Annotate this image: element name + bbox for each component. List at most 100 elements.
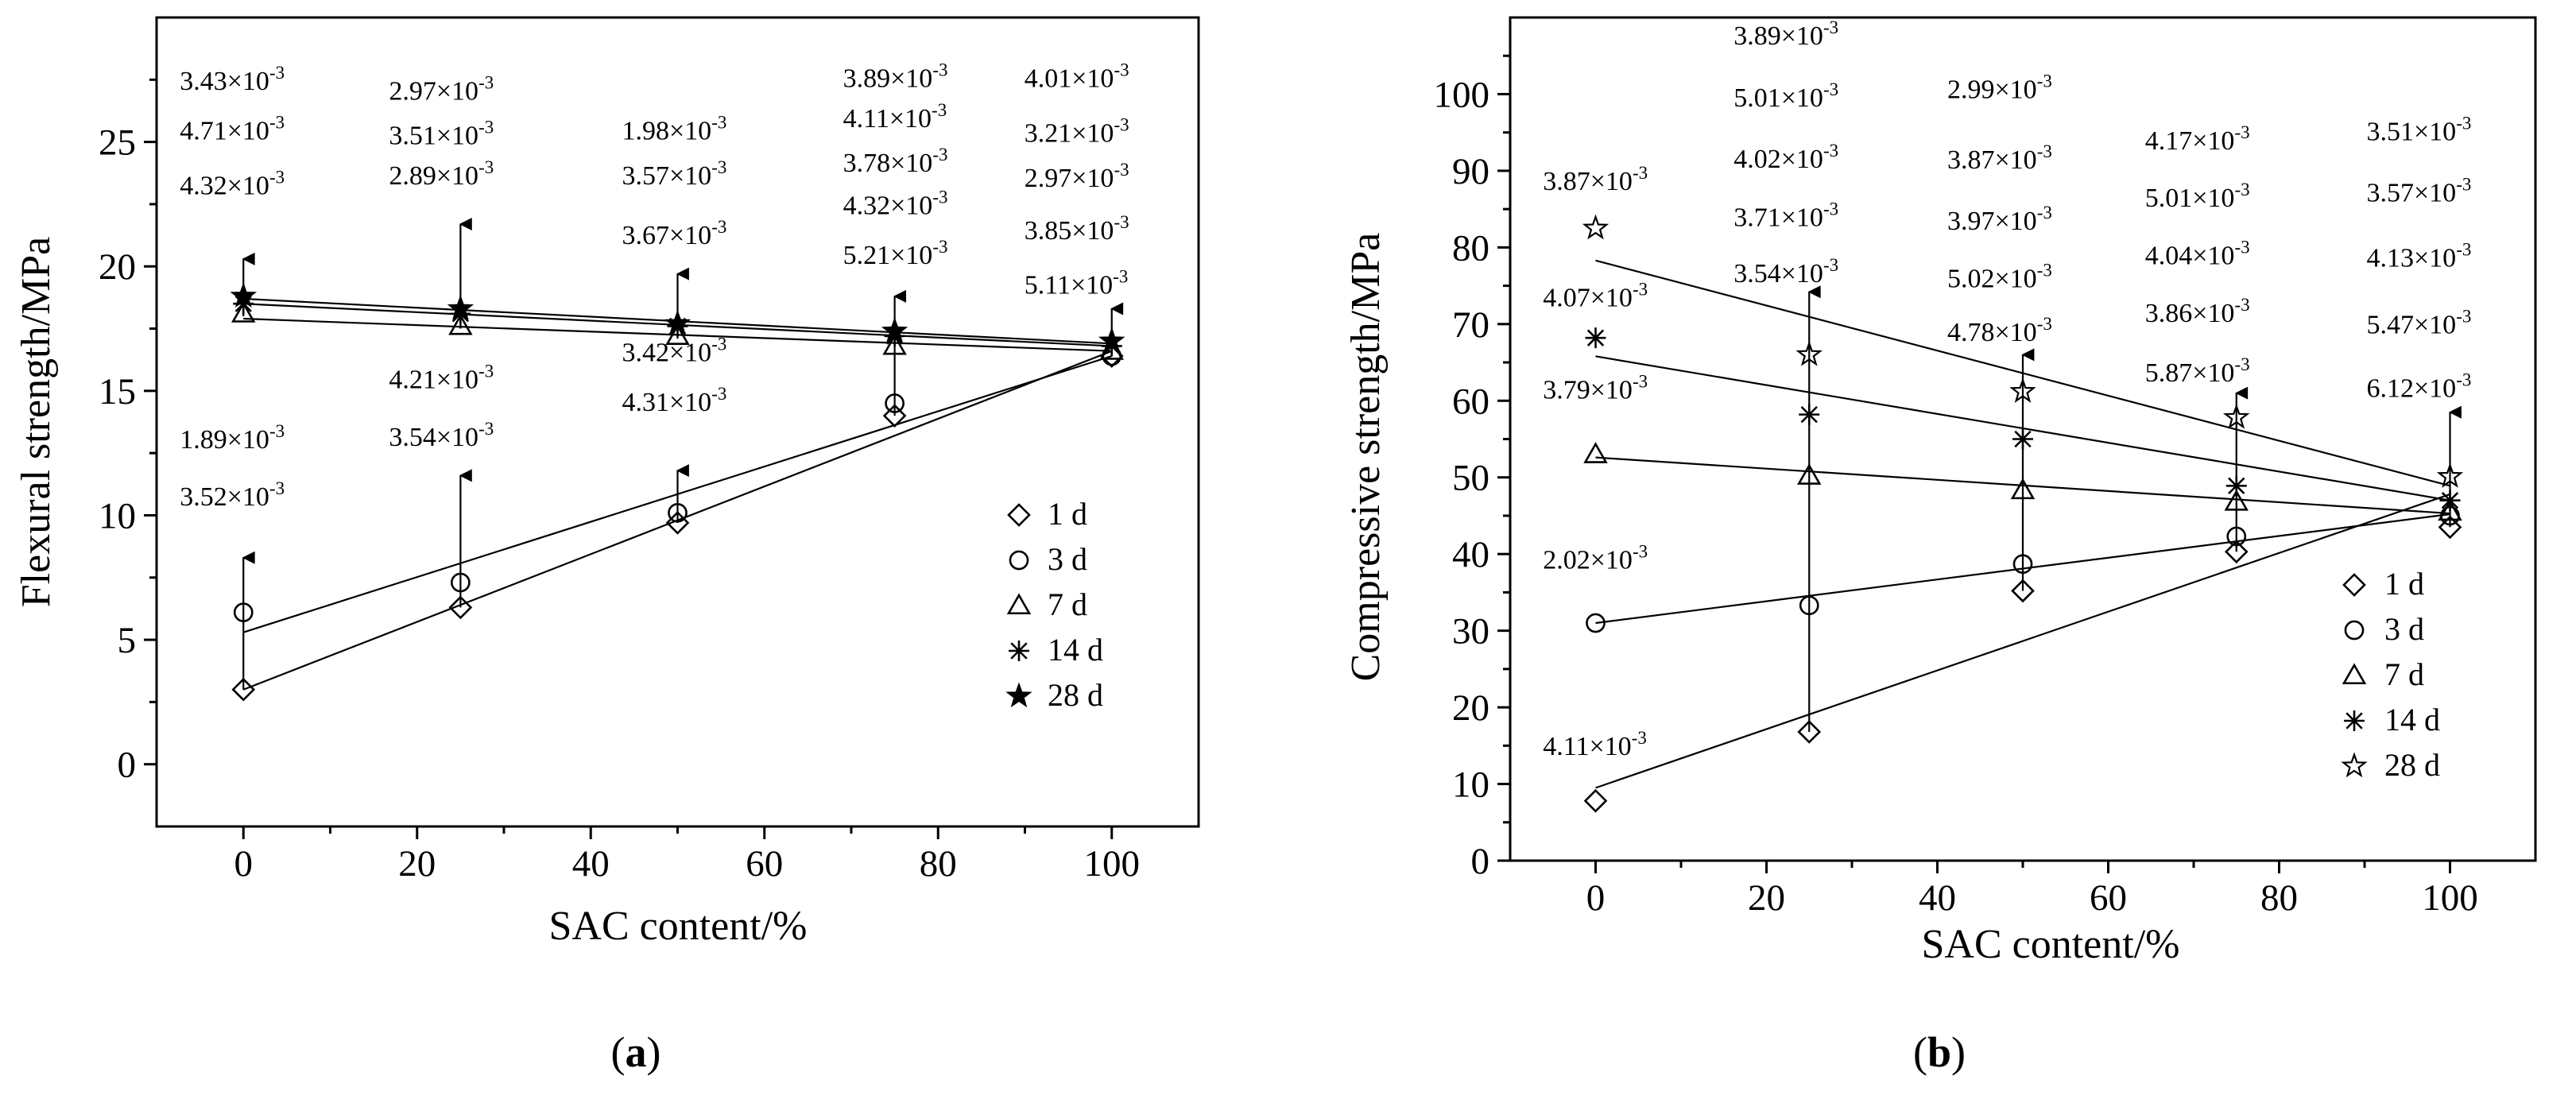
strain-annotation: 4.32×10-3 xyxy=(180,167,285,200)
data-point-28d xyxy=(1098,327,1125,353)
data-point-3d xyxy=(1799,595,1819,616)
chart-a: 0 20 40 60 80 100 0 5 10 15 20 25 SAC content/% Flexu… xyxy=(14,16,1200,1076)
data-point-1d xyxy=(2224,540,2249,564)
x-tick-label: 20 xyxy=(398,843,436,884)
panel-label: (b) xyxy=(1913,1028,1966,1076)
x-axis-title: SAC content/% xyxy=(1922,922,2180,967)
strain-annotation: 4.11×10-3 xyxy=(1543,728,1647,761)
data-point-1d xyxy=(1797,720,1822,744)
strain-annotation: 3.97×10-3 xyxy=(1947,203,2052,236)
strain-annotation: 3.87×10-3 xyxy=(1947,141,2052,175)
data-point-28d xyxy=(2222,403,2250,429)
y-tick-label: 90 xyxy=(1452,151,1489,192)
strain-annotation: 4.21×10-3 xyxy=(389,362,494,395)
panel-label: (a) xyxy=(611,1028,661,1076)
data-point-7d xyxy=(882,333,907,355)
strain-annotation: 3.57×10-3 xyxy=(622,157,727,191)
y-tick-label: 40 xyxy=(1452,534,1489,575)
strain-annotation: 4.71×10-3 xyxy=(180,112,285,145)
strain-annotation: 5.87×10-3 xyxy=(2145,354,2250,388)
y-tick-label: 70 xyxy=(1452,304,1489,346)
x-tick-label: 0 xyxy=(234,843,254,884)
data-point-3d xyxy=(233,602,254,622)
strain-annotation: 4.78×10-3 xyxy=(1947,314,2052,347)
y-tick-label: 60 xyxy=(1452,381,1489,422)
data-point-1d xyxy=(2011,579,2035,603)
data-point-14d xyxy=(2012,428,2033,450)
strain-annotation: 3.89×10-3 xyxy=(1733,17,1838,51)
y-tick-label: 0 xyxy=(118,745,137,786)
data-point-28d xyxy=(1582,214,1610,240)
x-tick-label: 20 xyxy=(1748,877,1785,919)
data-point-1d xyxy=(882,404,907,428)
data-point-28d xyxy=(1795,340,1823,366)
legend-label: 28 d xyxy=(2384,747,2440,783)
y-tick-label: 5 xyxy=(118,620,137,661)
y-axis-title: Flexural strength/MPa xyxy=(14,237,59,608)
data-point-28d xyxy=(664,309,691,335)
strain-annotation: 1.98×10-3 xyxy=(622,112,727,145)
data-point-7d xyxy=(2224,489,2249,511)
strain-annotation: 2.02×10-3 xyxy=(1543,542,1648,575)
x-tick-label: 0 xyxy=(1586,877,1606,919)
y-tick-label: 25 xyxy=(99,122,136,164)
legend-label: 1 d xyxy=(2384,566,2424,602)
data-point-1d xyxy=(2438,515,2462,540)
data-point-3d xyxy=(451,572,471,593)
strain-annotation: 3.21×10-3 xyxy=(1025,115,1129,149)
legend-label: 28 d xyxy=(1048,677,1103,713)
strain-annotation: 3.52×10-3 xyxy=(180,478,285,512)
strain-annotation: 3.54×10-3 xyxy=(1733,255,1838,288)
strain-annotation: 1.89×10-3 xyxy=(180,421,285,455)
legend-label: 7 d xyxy=(2384,656,2424,692)
data-point-14d xyxy=(1799,404,1820,425)
strain-annotation: 5.47×10-3 xyxy=(2367,306,2472,339)
strain-annotation: 3.78×10-3 xyxy=(843,145,948,178)
legend-label: 1 d xyxy=(1048,496,1087,532)
strain-annotation: 4.32×10-3 xyxy=(843,187,948,220)
data-point-7d xyxy=(665,323,690,345)
data-point-28d xyxy=(2009,377,2036,403)
legend-label: 3 d xyxy=(2384,611,2424,647)
data-point-3d xyxy=(1586,613,1606,633)
data-point-14d xyxy=(1585,327,1606,349)
legend-marker-1d xyxy=(2342,573,2366,597)
strain-annotation: 4.17×10-3 xyxy=(2145,122,2250,156)
x-tick-label: 40 xyxy=(1919,877,1956,919)
strain-annotation: 3.42×10-3 xyxy=(622,334,727,367)
legend-marker-3d xyxy=(1009,550,1029,571)
y-tick-label: 50 xyxy=(1452,458,1489,499)
x-tick-label: 60 xyxy=(746,843,783,884)
data-point-14d xyxy=(2439,490,2461,511)
strain-annotation: 2.99×10-3 xyxy=(1947,71,2052,104)
strain-annotation: 3.89×10-3 xyxy=(843,60,948,94)
data-point-28d xyxy=(2436,463,2464,488)
strain-annotation: 3.67×10-3 xyxy=(622,217,727,250)
x-axis-title: SAC content/% xyxy=(549,904,808,949)
data-point-1d xyxy=(231,677,256,702)
data-point-3d xyxy=(668,502,688,523)
data-point-1d xyxy=(1583,788,1608,813)
data-point-14d xyxy=(233,293,254,315)
legend-marker-7d xyxy=(2342,663,2367,685)
strain-annotation: 5.01×10-3 xyxy=(2145,180,2250,213)
y-tick-label: 100 xyxy=(1434,74,1490,115)
strain-annotation: 5.21×10-3 xyxy=(843,237,948,270)
y-tick-label: 30 xyxy=(1452,611,1489,652)
data-point-3d xyxy=(885,393,905,413)
legend-marker-14d xyxy=(1009,641,1029,661)
x-tick-label: 100 xyxy=(1084,843,1141,884)
x-tick-label: 80 xyxy=(920,843,957,884)
legend-marker-7d xyxy=(1006,593,1032,615)
data-point-28d xyxy=(230,282,258,308)
strain-annotation: 3.51×10-3 xyxy=(389,118,494,151)
y-tick-label: 15 xyxy=(99,371,136,412)
strain-annotation: 3.57×10-3 xyxy=(2367,174,2472,207)
legend-label: 3 d xyxy=(1048,541,1087,577)
chart-b: 0 20 40 60 80 100 0 10 20 30 40 50 60 70 80 90 100 SAC co… xyxy=(1343,16,2537,1076)
strain-annotation: 3.43×10-3 xyxy=(180,63,285,96)
strain-annotation: 6.12×10-3 xyxy=(2367,370,2472,403)
strain-annotation: 3.87×10-3 xyxy=(1543,163,1648,196)
fit-line-1d xyxy=(1595,493,2450,789)
